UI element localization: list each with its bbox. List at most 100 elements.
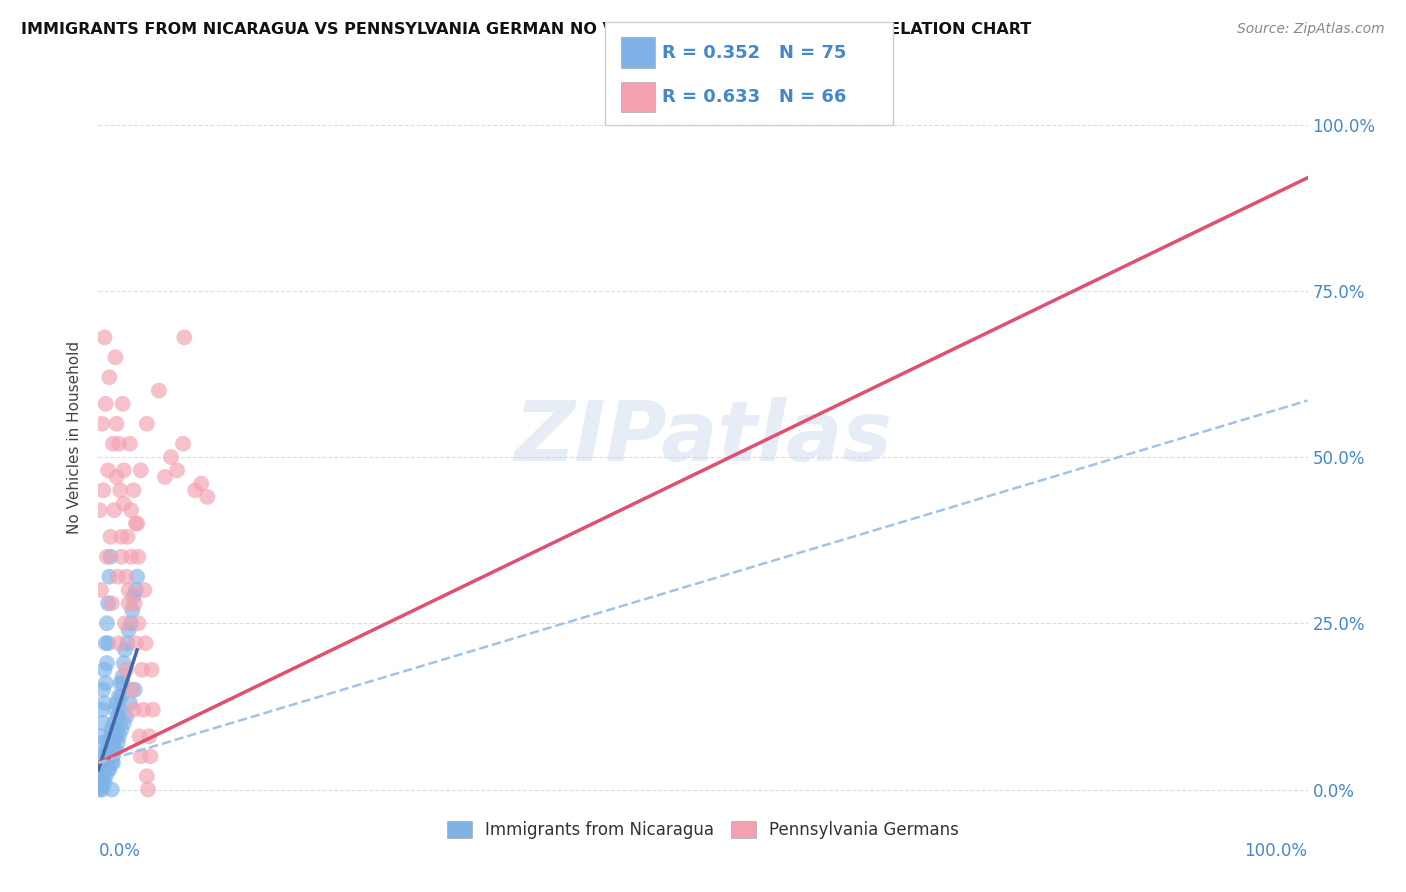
Point [101, 749, 124, 764]
Point [91, 417, 114, 431]
Point [127, 516, 149, 531]
Point [112, 463, 135, 477]
Point [97, 596, 120, 610]
Point [138, 729, 160, 743]
Point [110, 549, 132, 564]
Point [173, 330, 195, 344]
Point [127, 549, 149, 564]
Point [128, 729, 150, 743]
Text: R = 0.633   N = 66: R = 0.633 N = 66 [662, 88, 846, 106]
Point [94, 756, 117, 770]
Text: R = 0.352   N = 75: R = 0.352 N = 75 [662, 44, 846, 62]
Point [153, 470, 176, 484]
Point [94, 636, 117, 650]
Point [89, 776, 111, 790]
Point [93, 696, 115, 710]
Point [118, 623, 141, 637]
Text: 100.0%: 100.0% [1244, 842, 1308, 860]
Point [110, 723, 132, 737]
Point [120, 616, 142, 631]
Point [98, 763, 121, 777]
Point [91, 769, 114, 783]
Point [90, 582, 112, 597]
Point [160, 450, 183, 464]
Point [166, 463, 188, 477]
Point [90, 779, 112, 793]
Point [122, 590, 145, 604]
Point [91, 763, 114, 777]
Point [136, 782, 159, 797]
Point [135, 769, 157, 783]
Point [100, 723, 122, 737]
Point [118, 582, 141, 597]
Point [105, 417, 128, 431]
Point [195, 490, 218, 504]
Point [129, 463, 152, 477]
Point [120, 503, 142, 517]
Point [115, 663, 138, 677]
Point [91, 716, 114, 731]
Point [96, 656, 118, 670]
Point [115, 709, 138, 723]
Point [112, 497, 135, 511]
Point [111, 669, 134, 683]
Point [94, 676, 117, 690]
Point [172, 436, 194, 450]
Point [90, 729, 112, 743]
Point [97, 636, 120, 650]
Point [110, 690, 132, 704]
Point [96, 742, 118, 756]
Point [108, 703, 131, 717]
Point [122, 703, 145, 717]
Point [107, 709, 129, 723]
Point [105, 696, 128, 710]
Point [91, 483, 114, 498]
Point [108, 483, 131, 498]
Point [100, 729, 122, 743]
Point [108, 676, 131, 690]
Point [101, 436, 124, 450]
Point [107, 736, 129, 750]
Point [103, 742, 125, 756]
Point [104, 703, 127, 717]
Point [96, 549, 118, 564]
Point [97, 763, 120, 777]
Point [131, 663, 153, 677]
Point [108, 636, 131, 650]
Point [111, 397, 134, 411]
Point [135, 417, 157, 431]
Point [98, 742, 121, 756]
Point [127, 570, 149, 584]
Point [108, 690, 131, 704]
Point [101, 756, 124, 770]
Point [93, 776, 115, 790]
Point [115, 570, 138, 584]
Point [112, 716, 135, 731]
Point [89, 503, 111, 517]
Point [97, 736, 120, 750]
Point [139, 749, 162, 764]
Point [120, 549, 142, 564]
Point [148, 384, 170, 398]
Point [124, 682, 146, 697]
Point [134, 582, 156, 597]
Point [124, 596, 146, 610]
Text: IMMIGRANTS FROM NICARAGUA VS PENNSYLVANIA GERMAN NO VEHICLES IN HOUSEHOLD CORREL: IMMIGRANTS FROM NICARAGUA VS PENNSYLVANI… [21, 22, 1032, 37]
Point [114, 616, 136, 631]
Point [103, 729, 125, 743]
Point [125, 516, 148, 531]
Point [184, 483, 207, 498]
Point [100, 530, 122, 544]
Point [90, 776, 112, 790]
Point [104, 351, 127, 365]
Point [104, 742, 127, 756]
Point [90, 763, 112, 777]
Point [118, 696, 141, 710]
Point [91, 682, 114, 697]
Point [91, 736, 114, 750]
Point [89, 749, 111, 764]
Point [103, 716, 125, 731]
Point [94, 397, 117, 411]
Point [98, 570, 121, 584]
Text: Source: ZipAtlas.com: Source: ZipAtlas.com [1237, 22, 1385, 37]
